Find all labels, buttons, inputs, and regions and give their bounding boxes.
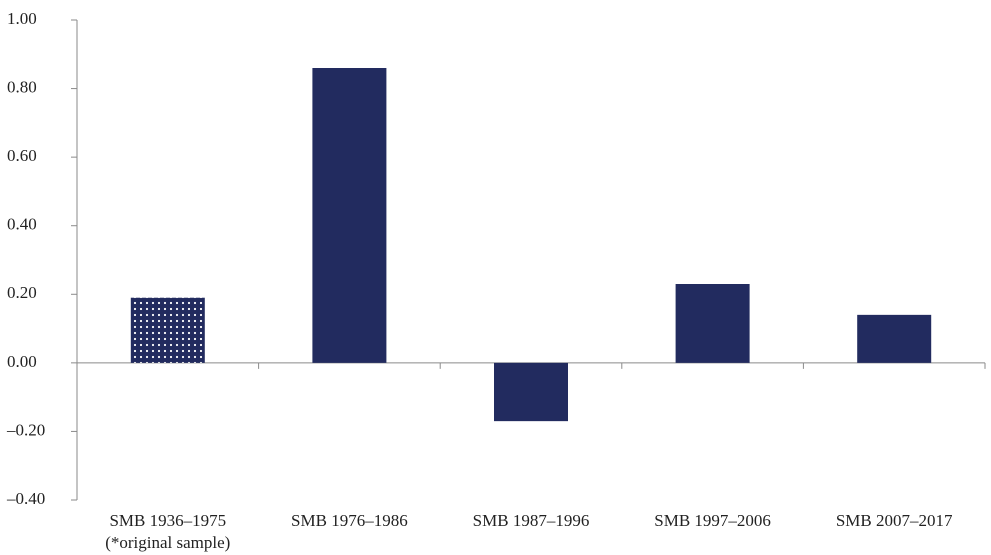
bar bbox=[130, 297, 205, 363]
y-tick-label: 0.40 bbox=[7, 215, 37, 234]
x-tick-label: SMB 2007–2017 bbox=[835, 511, 953, 530]
bar bbox=[857, 314, 932, 363]
y-tick-label: 0.20 bbox=[7, 283, 37, 302]
y-tick-label: –0.40 bbox=[6, 489, 45, 508]
bar bbox=[675, 284, 750, 363]
y-tick-label: –0.20 bbox=[6, 420, 45, 439]
y-tick-label: 0.60 bbox=[7, 146, 37, 165]
y-tick-label: 0.00 bbox=[7, 352, 37, 371]
x-tick-label: SMB 1936–1975 (*original sample) bbox=[105, 511, 231, 552]
y-tick-label: 0.80 bbox=[7, 77, 37, 96]
y-tick-label: 1.00 bbox=[7, 9, 37, 28]
bar bbox=[494, 362, 568, 422]
x-tick-label: SMB 1987–1996 bbox=[472, 511, 590, 530]
x-tick-label: SMB 1976–1986 bbox=[291, 511, 408, 530]
x-tick-label: SMB 1997–2006 bbox=[654, 511, 771, 530]
bar bbox=[312, 68, 387, 363]
